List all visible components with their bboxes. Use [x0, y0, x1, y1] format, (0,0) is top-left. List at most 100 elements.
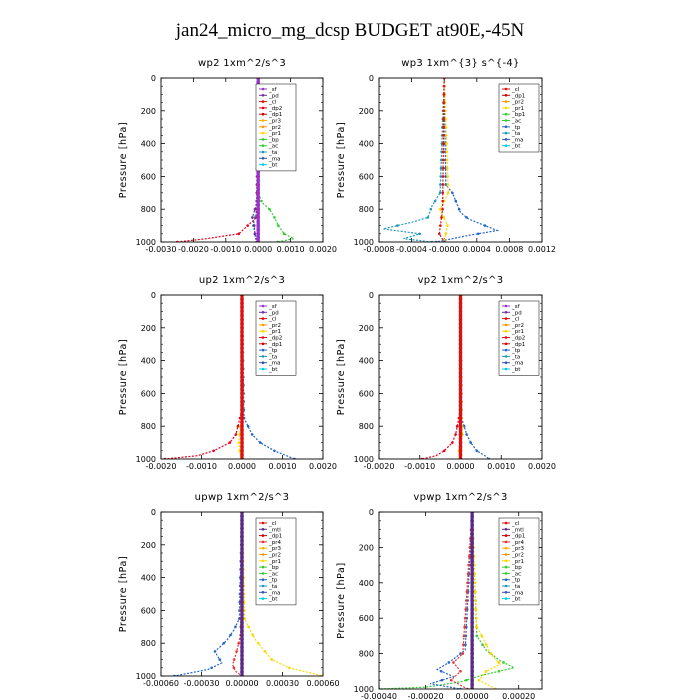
series-point-ta — [439, 166, 443, 170]
legend-label: _pr3 — [511, 546, 525, 552]
series-point-mtl — [470, 514, 474, 519]
series-point-sf — [256, 195, 261, 199]
series-point-cl — [458, 330, 463, 334]
series-point-mtl — [470, 647, 474, 651]
series-point-pr1 — [251, 633, 255, 637]
legend-label: _ma — [511, 137, 523, 143]
series-line-tp — [435, 78, 500, 242]
legend-marker-pr2 — [261, 323, 265, 327]
series-point-mtl — [240, 547, 244, 551]
legend-label: _pd — [268, 310, 279, 316]
series-point-tp — [469, 441, 472, 444]
series-point-mtl — [470, 678, 474, 682]
legend-marker-ac — [504, 119, 508, 122]
series-point-pr1 — [237, 441, 241, 444]
legend-label: _dp2 — [511, 336, 525, 342]
series-point-cl — [458, 362, 463, 367]
legend-marker-pr4 — [261, 540, 265, 544]
series-point-mtl — [470, 545, 474, 550]
series-point-mtl — [240, 645, 244, 650]
series-point-mtl — [470, 594, 474, 598]
series-point-cl — [458, 449, 463, 453]
panel-title: vpwp 1xm^2/s^3 — [413, 492, 507, 503]
y-tick-label: 400 — [141, 574, 156, 583]
series-point-cl — [458, 321, 463, 326]
series-point-cl — [240, 354, 244, 359]
panel-title: wp2 1xm^2/s^3 — [198, 58, 286, 69]
plot-frame — [378, 77, 543, 243]
series-point-cl — [240, 297, 244, 301]
series-point-cl — [458, 375, 463, 379]
series-point-pr1 — [446, 166, 449, 170]
series-point-tp — [210, 666, 213, 670]
legend-marker-pr3 — [261, 119, 265, 122]
series-point-cl — [458, 412, 463, 416]
legend-marker-bp1 — [504, 112, 508, 116]
y-tick-label: 600 — [141, 606, 156, 615]
series-point-mtl — [470, 607, 474, 612]
series-point-cl — [458, 428, 463, 433]
series-point-tp — [454, 199, 458, 203]
x-tick-label: 0.00000 — [225, 679, 258, 688]
series-line-ta — [382, 78, 445, 242]
legend-label: _ma — [268, 156, 280, 162]
series-point-sf — [256, 174, 261, 179]
legend-label: _ac — [268, 571, 278, 577]
series-point-cl — [438, 232, 441, 236]
series-point-cl — [439, 224, 442, 227]
series-point-mtl — [470, 620, 474, 625]
series-point-mtl — [470, 634, 474, 638]
series-point-sf — [256, 215, 261, 220]
legend-marker-dp1 — [504, 342, 508, 346]
series-point-cl — [442, 134, 445, 137]
plot-area — [173, 512, 323, 676]
series-point-ac — [268, 207, 271, 211]
series-line-cl — [438, 78, 445, 242]
y-tick-label: 200 — [141, 541, 156, 550]
series-point-cl — [458, 367, 463, 371]
series-point-ac — [276, 224, 280, 227]
series-line-dp2 — [177, 78, 259, 242]
legend-marker-dp1 — [261, 342, 265, 346]
series-point-mtl — [240, 522, 244, 527]
x-tick-label: 0.0010 — [487, 462, 515, 471]
series-point-pr1 — [474, 599, 478, 602]
x-tick-label: -0.0004 — [396, 245, 427, 254]
series-point-mtl — [240, 629, 244, 633]
legend-marker-ma — [261, 157, 265, 160]
series-point-pr1 — [445, 158, 449, 162]
series-point-dp2 — [246, 224, 249, 227]
legend-label: _ta — [268, 584, 277, 590]
x-tick-label: -0.0020 — [364, 462, 395, 471]
legend-label: _mtl — [268, 527, 281, 533]
legend-marker-pr3 — [504, 546, 508, 550]
legend-marker-bt — [504, 367, 508, 371]
series-point-sf — [256, 203, 261, 207]
legend-label: _tp — [268, 348, 278, 354]
legend-marker-cl — [504, 521, 508, 525]
legend-label: _dp1 — [268, 342, 282, 348]
legend-marker-mtl — [261, 528, 265, 531]
series-point-mtl — [240, 592, 244, 596]
panel-title: upwp 1xm^2/s^3 — [195, 492, 290, 503]
legend-marker-ma — [504, 591, 508, 594]
legend-marker-bt — [261, 597, 265, 600]
x-tick-label: -0.00020 — [408, 692, 444, 700]
series-point-mtl — [240, 641, 244, 645]
series-point-cl — [458, 358, 463, 363]
legend-marker-tp — [504, 348, 508, 352]
y-tick-label: 400 — [359, 579, 374, 588]
series-point-pr1 — [238, 433, 241, 436]
x-tick-label: -0.00060 — [143, 679, 179, 688]
series-point-mtl — [470, 629, 474, 634]
y-tick-label: 200 — [359, 107, 374, 116]
legend-marker-tp — [504, 125, 508, 129]
series-point-pr4 — [462, 643, 465, 647]
series-point-mtl — [470, 656, 474, 660]
panel-3: up2 1xm^2/s^3 Pressure [hPa] 0 200 400 600 800… — [118, 275, 337, 471]
y-tick-label: 800 — [141, 422, 156, 431]
legend-marker-pr1 — [504, 106, 508, 110]
series-point-ta — [418, 232, 422, 236]
series-point-cl — [458, 313, 463, 318]
series-point-pr4 — [452, 661, 455, 664]
